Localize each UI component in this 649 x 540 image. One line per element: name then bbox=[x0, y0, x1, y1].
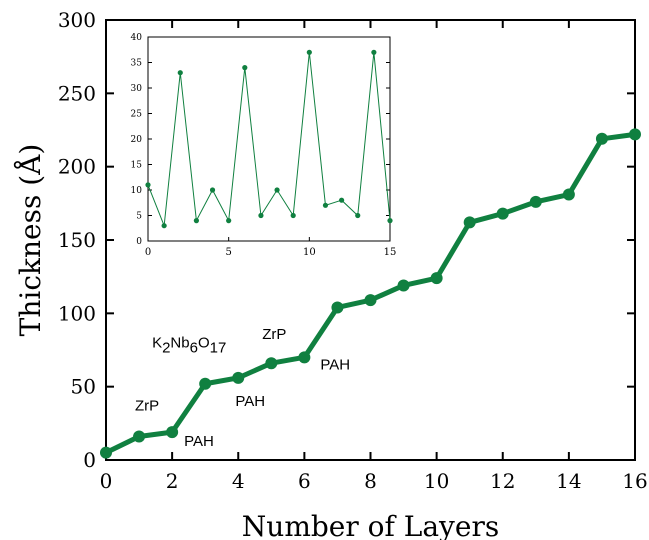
data-point bbox=[562, 188, 575, 201]
inset-y-tick-label: 40 bbox=[131, 33, 143, 43]
data-point bbox=[265, 357, 278, 370]
inset-data-point bbox=[193, 218, 199, 224]
data-point bbox=[331, 301, 344, 314]
annotation-label: ZrP bbox=[135, 398, 159, 415]
y-tick-label: 50 bbox=[71, 375, 96, 399]
annotation-label: ZrP bbox=[262, 326, 286, 343]
inset-y-tick-label: 15 bbox=[131, 161, 143, 171]
x-tick-label: 12 bbox=[490, 469, 515, 493]
data-point bbox=[430, 272, 443, 285]
y-tick-label: 300 bbox=[58, 8, 96, 32]
data-point bbox=[232, 371, 245, 384]
inset-data-point bbox=[355, 212, 361, 219]
inset-series-line bbox=[147, 52, 391, 226]
annotation-label: PAH bbox=[320, 356, 350, 373]
data-point bbox=[298, 351, 311, 364]
inset-data-point bbox=[274, 187, 280, 193]
inset-data-point bbox=[209, 187, 216, 193]
inset-y-tick-label: 10 bbox=[131, 186, 143, 196]
inset-x-tick-label: 0 bbox=[145, 247, 151, 258]
inset-data-point bbox=[177, 70, 183, 76]
data-point bbox=[199, 377, 212, 390]
y-tick-label: 100 bbox=[58, 301, 96, 325]
y-tick-label: 250 bbox=[58, 81, 96, 105]
x-tick-label: 6 bbox=[298, 469, 311, 493]
inset-y-tick-label: 5 bbox=[136, 212, 142, 222]
y-tick-label: 200 bbox=[58, 155, 96, 179]
x-tick-label: 8 bbox=[364, 469, 377, 493]
inset-data-point bbox=[387, 218, 393, 224]
inset-plot: 0 5 10 15 0 5 10 15 20 25 30 35 40 bbox=[131, 33, 397, 258]
data-point bbox=[364, 294, 377, 307]
data-point bbox=[133, 430, 146, 443]
inset-data-point bbox=[145, 182, 151, 188]
inset-y-tick-label: 20 bbox=[131, 135, 143, 145]
x-axis-label: Number of Layers bbox=[242, 510, 499, 540]
inset-data-point bbox=[322, 202, 329, 208]
inset-data-point bbox=[226, 218, 232, 224]
inset-y-tick-label: 0 bbox=[136, 237, 142, 247]
x-tick-label: 16 bbox=[622, 469, 647, 493]
annotation-label: PAH bbox=[184, 433, 214, 450]
inset-x-tick-label: 5 bbox=[225, 247, 231, 258]
inset-frame bbox=[147, 36, 391, 242]
data-point bbox=[100, 446, 112, 459]
annotation-label: K2Nb6O17 bbox=[152, 335, 226, 357]
inset-y-tick-label: 30 bbox=[131, 84, 143, 94]
y-tick-label: 150 bbox=[58, 228, 96, 252]
x-tick-label: 10 bbox=[424, 469, 449, 493]
x-tick-label: 2 bbox=[166, 469, 179, 493]
inset-y-tick-label: 25 bbox=[131, 110, 143, 120]
inset-data-point bbox=[258, 212, 264, 219]
inset-data-point bbox=[306, 49, 312, 55]
inset-data-point bbox=[161, 223, 167, 229]
data-point bbox=[629, 128, 641, 141]
x-tick-label: 14 bbox=[556, 469, 581, 493]
data-point bbox=[397, 279, 410, 292]
inset-x-tick-label: 10 bbox=[303, 247, 316, 258]
x-tick-label: 0 bbox=[100, 469, 113, 493]
inset-data-point bbox=[371, 49, 377, 55]
inset-x-tick-label: 15 bbox=[384, 247, 397, 258]
x-tick-label: 4 bbox=[232, 469, 245, 493]
data-point bbox=[529, 195, 542, 208]
annotation-label: PAH bbox=[235, 393, 265, 410]
inset-y-tick-label: 35 bbox=[131, 59, 143, 69]
data-point bbox=[595, 132, 608, 145]
y-tick-label: 0 bbox=[83, 448, 96, 472]
y-axis-label: Thickness (Å) bbox=[14, 144, 47, 337]
data-point bbox=[166, 426, 179, 439]
inset-data-point bbox=[290, 212, 296, 219]
inset-data-point bbox=[242, 65, 248, 71]
data-point bbox=[496, 207, 509, 220]
data-point bbox=[463, 216, 476, 229]
inset-data-point bbox=[339, 197, 345, 203]
